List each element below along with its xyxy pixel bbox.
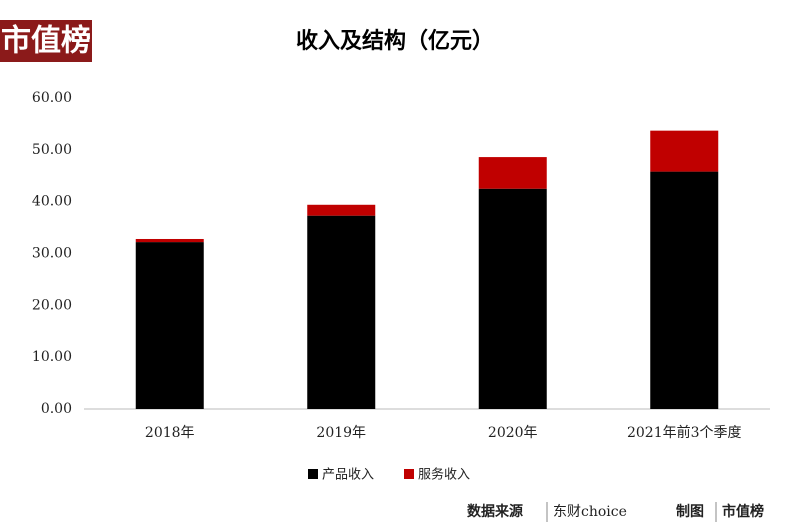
bar-segment xyxy=(478,157,547,189)
y-tick-label: 20.00 xyxy=(32,297,72,313)
legend-label: 产品收入 xyxy=(322,468,374,483)
bar-segment xyxy=(135,242,204,409)
y-tick-label: 0.00 xyxy=(41,401,72,417)
y-tick-label: 50.00 xyxy=(32,142,72,158)
y-tick-label: 60.00 xyxy=(32,90,72,106)
logo-box xyxy=(0,20,92,62)
x-tick-label: 2021年前3个季度 xyxy=(627,424,742,441)
chart-title: 收入及结构（亿元） xyxy=(296,28,494,54)
footer-source-label: 数据来源 xyxy=(467,503,523,520)
y-tick-label: 30.00 xyxy=(32,246,72,262)
y-tick-label: 40.00 xyxy=(32,194,72,210)
y-tick-label: 10.00 xyxy=(32,349,72,365)
bar-segment xyxy=(135,238,204,243)
x-tick-label: 2020年 xyxy=(488,425,538,441)
bar-segment xyxy=(307,204,376,216)
legend-label: 服务收入 xyxy=(418,467,470,483)
bar-segment xyxy=(650,171,719,409)
bar-segment xyxy=(307,215,376,409)
footer-credit-label: 制图 xyxy=(676,503,704,520)
x-tick-label: 2019年 xyxy=(316,425,366,441)
logo: 市值榜 xyxy=(1,24,91,59)
x-tick-label: 2018年 xyxy=(145,425,195,441)
footer-source: 东财choice xyxy=(553,504,627,520)
legend-swatch xyxy=(404,469,414,479)
bar-segment xyxy=(650,130,719,172)
footer-credit: 市值榜 xyxy=(722,503,764,520)
bar-segment xyxy=(478,188,547,409)
legend-swatch xyxy=(308,469,318,479)
